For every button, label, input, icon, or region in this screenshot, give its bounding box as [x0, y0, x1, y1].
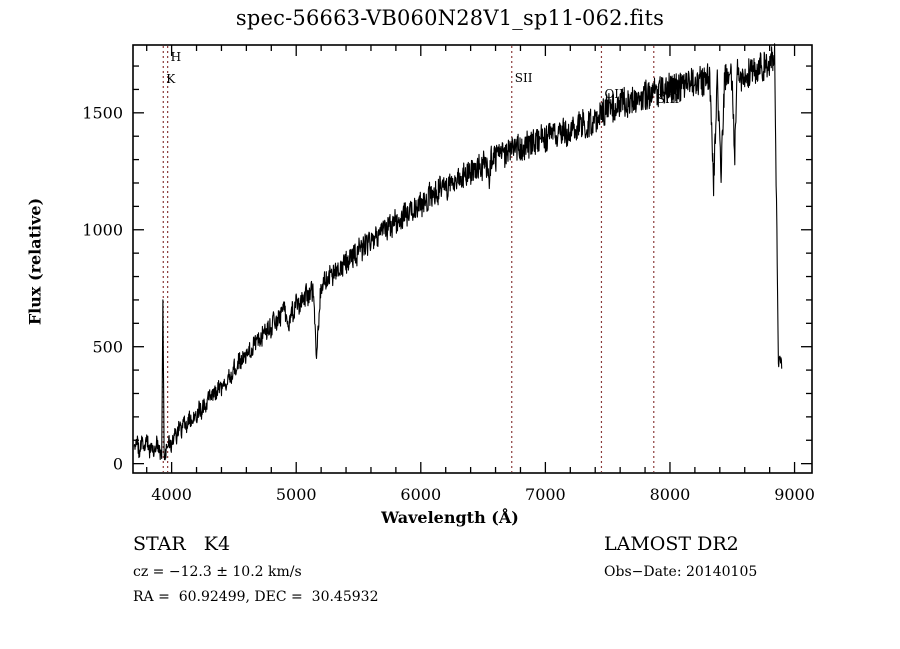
spectral-line-label-oii: OII	[604, 87, 624, 102]
spectral-line-label-siii: SIII	[656, 91, 680, 106]
page-title: spec-56663-VB060N28V1_sp11-062.fits	[235, 6, 665, 30]
y-tick-label: 500	[92, 337, 123, 357]
spectral-line-label-sii: SII	[514, 70, 533, 85]
y-tick-label: 0	[112, 454, 123, 474]
footer-left-block: STAR K4 cz = −12.3 ± 10.2 km/s RA = 60.9…	[133, 533, 378, 614]
x-tick-label: 9000	[774, 485, 815, 504]
redshift-velocity: cz = −12.3 ± 10.2 km/s	[133, 564, 302, 580]
y-axis-label: Flux (relative)	[25, 197, 45, 326]
object-classification: STAR K4	[133, 533, 231, 555]
x-axis-label: Wavelength (Å)	[381, 508, 519, 527]
x-tick-label: 7000	[525, 485, 566, 504]
spectral-line-label-h: H	[170, 49, 182, 64]
y-tick-label: 1500	[82, 103, 123, 123]
survey-name: LAMOST DR2	[604, 533, 739, 555]
observation-date: Obs−Date: 20140105	[604, 564, 758, 580]
footer-right-block: LAMOST DR2 Obs−Date: 20140105	[604, 533, 757, 589]
x-tick-label: 4000	[151, 485, 192, 504]
spectral-line-label-k: K	[166, 72, 176, 87]
x-tick-label: 5000	[275, 485, 317, 504]
coordinates: RA = 60.92499, DEC = 30.45932	[133, 589, 379, 605]
x-tick-label: 6000	[400, 485, 442, 504]
y-tick-label: 1000	[82, 220, 123, 240]
x-tick-label: 8000	[649, 485, 691, 504]
